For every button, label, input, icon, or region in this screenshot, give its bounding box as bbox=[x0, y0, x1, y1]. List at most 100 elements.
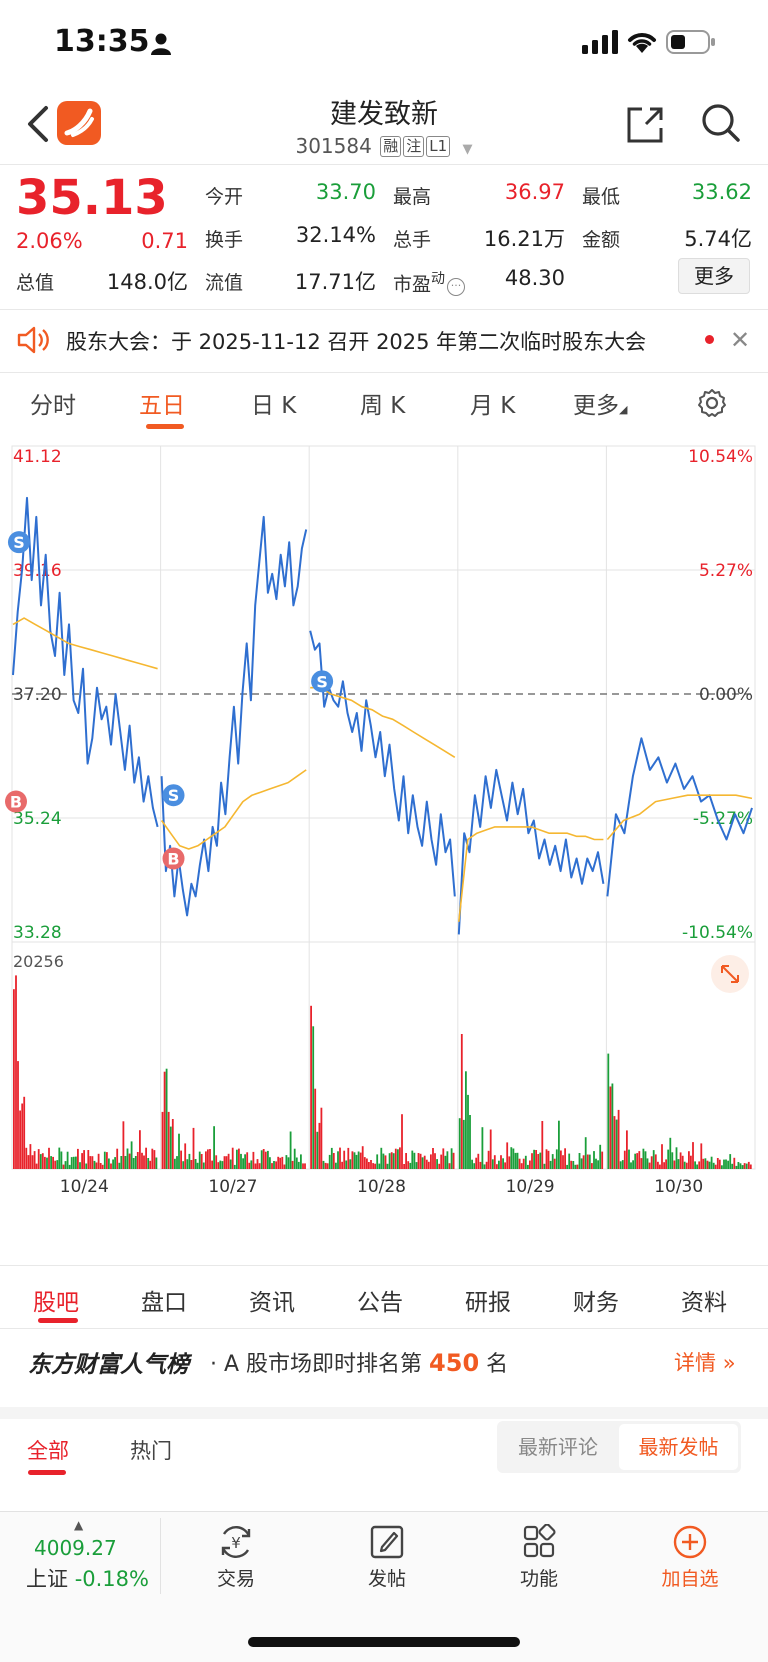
trade-button[interactable]: ¥ 交易 bbox=[176, 1524, 296, 1591]
volume-bar bbox=[106, 1152, 108, 1169]
search-icon[interactable] bbox=[700, 102, 742, 144]
sort-latest-post[interactable]: 最新发帖 bbox=[619, 1424, 738, 1470]
volume-bar bbox=[48, 1147, 50, 1169]
volume-bar bbox=[357, 1151, 360, 1169]
volume-bar bbox=[99, 1163, 102, 1169]
add-watchlist-label: 加自选 bbox=[661, 1568, 719, 1590]
volume-bar bbox=[467, 1094, 469, 1169]
volume-bar bbox=[217, 1162, 220, 1169]
index-name[interactable]: 上证 -0.18% bbox=[26, 1563, 149, 1593]
tab-order-book[interactable]: 盘口 bbox=[141, 1290, 187, 1316]
volume-bar bbox=[161, 1111, 164, 1169]
tab-more[interactable]: 更多◢ bbox=[573, 386, 627, 420]
volume-bar bbox=[520, 1163, 523, 1169]
volume-bar bbox=[694, 1161, 696, 1169]
gear-icon[interactable] bbox=[697, 388, 727, 418]
feed-tab-all[interactable]: 全部 bbox=[27, 1439, 69, 1463]
volume-bar bbox=[324, 1162, 327, 1169]
share-icon[interactable] bbox=[624, 104, 666, 146]
more-quote-button[interactable]: 更多 bbox=[678, 258, 750, 294]
volume-bar bbox=[75, 1156, 77, 1169]
back-icon[interactable] bbox=[20, 100, 60, 148]
y-right-tick-label: -5.27% bbox=[693, 809, 753, 829]
volume-bar bbox=[25, 1147, 28, 1169]
unread-dot bbox=[705, 335, 714, 344]
volume-bar bbox=[221, 1161, 224, 1169]
add-watchlist-button[interactable]: 加自选 bbox=[630, 1524, 750, 1591]
volume-bar bbox=[153, 1150, 156, 1169]
tab-intraday[interactable]: 分时 bbox=[30, 393, 76, 419]
volume-bar bbox=[539, 1152, 542, 1169]
quote-value-low: 33.62 bbox=[691, 180, 752, 204]
tab-weekly-k[interactable]: 周 K bbox=[360, 393, 406, 419]
tab-daily-k[interactable]: 日 K bbox=[251, 393, 297, 419]
volume-bar bbox=[351, 1151, 354, 1169]
compose-button[interactable]: 发帖 bbox=[327, 1524, 447, 1591]
stock-code-row[interactable]: 301584 融注 L1 ▼ bbox=[0, 134, 768, 158]
volume-bar bbox=[397, 1149, 399, 1169]
volume-bar bbox=[56, 1160, 59, 1169]
tab-research[interactable]: 研报 bbox=[465, 1290, 511, 1316]
quote-label-low: 最低 bbox=[582, 186, 621, 208]
volume-bar bbox=[518, 1158, 521, 1169]
volume-bar bbox=[366, 1158, 368, 1169]
sort-latest-comment[interactable]: 最新评论 bbox=[518, 1435, 598, 1459]
volume-bar bbox=[58, 1147, 61, 1169]
volume-bar bbox=[696, 1164, 698, 1169]
sell-marker bbox=[311, 670, 334, 693]
quote-label-pe[interactable]: 市盈动 ··· bbox=[393, 268, 466, 297]
home-indicator bbox=[248, 1637, 520, 1647]
volume-bar bbox=[555, 1149, 558, 1169]
volume-bar bbox=[372, 1163, 374, 1169]
volume-bar bbox=[384, 1155, 387, 1169]
volume-bar bbox=[623, 1150, 626, 1169]
volume-bar bbox=[320, 1107, 323, 1169]
volume-bar bbox=[271, 1163, 273, 1169]
volume-bar bbox=[702, 1158, 705, 1169]
feed-tab-hot[interactable]: 热门 bbox=[130, 1439, 172, 1463]
volume-bar bbox=[508, 1156, 511, 1169]
volume-bar bbox=[200, 1154, 203, 1169]
price-line bbox=[309, 630, 456, 897]
close-icon[interactable]: ✕ bbox=[730, 326, 751, 354]
volume-bar bbox=[531, 1153, 533, 1169]
tab-guba[interactable]: 股吧 bbox=[33, 1290, 79, 1316]
tab-profile[interactable]: 资料 bbox=[681, 1290, 727, 1316]
tab-finance[interactable]: 财务 bbox=[573, 1290, 619, 1316]
volume-bar bbox=[174, 1158, 176, 1169]
volume-bar bbox=[361, 1146, 364, 1169]
volume-bar bbox=[171, 1119, 174, 1169]
five-day-chart[interactable]: 41.12 39.16 37.20 35.24 33.28 10.54% 5.27% 0.00… bbox=[0, 434, 768, 1256]
apps-button[interactable]: 功能 bbox=[479, 1523, 599, 1591]
volume-bar bbox=[207, 1149, 209, 1169]
volume-bar bbox=[145, 1147, 147, 1169]
info-icon[interactable]: ··· bbox=[447, 278, 466, 297]
volume-bar bbox=[659, 1164, 661, 1169]
volume-bar bbox=[595, 1158, 597, 1169]
notice-text[interactable]: 股东大会：于 2025-11-12 召开 2025 年第二次临时股东大会 bbox=[66, 330, 647, 354]
volume-bar bbox=[607, 1053, 610, 1169]
volume-bar bbox=[382, 1153, 385, 1169]
volume-bar bbox=[186, 1159, 189, 1169]
volume-bar bbox=[37, 1149, 40, 1169]
rank-detail-link[interactable]: 详情 » bbox=[674, 1347, 736, 1377]
quote-label-amount: 金额 bbox=[582, 229, 621, 251]
volume-bar bbox=[745, 1163, 748, 1169]
volume-bar bbox=[657, 1161, 659, 1169]
tab-news[interactable]: 资讯 bbox=[249, 1290, 295, 1316]
volume-bar bbox=[576, 1164, 579, 1169]
divider bbox=[0, 372, 768, 373]
tab-announcements[interactable]: 公告 bbox=[357, 1290, 403, 1316]
tab-five-day[interactable]: 五日 bbox=[139, 393, 185, 419]
volume-bar bbox=[244, 1154, 246, 1169]
volume-bar bbox=[41, 1153, 44, 1169]
tab-underline bbox=[28, 1470, 66, 1475]
volume-bar bbox=[436, 1159, 438, 1169]
tab-monthly-k[interactable]: 月 K bbox=[470, 393, 516, 419]
tag-level1: L1 bbox=[426, 136, 451, 157]
volume-bar bbox=[359, 1152, 362, 1169]
index-value[interactable]: 4009.27 bbox=[34, 1536, 117, 1560]
volume-bar bbox=[19, 1110, 21, 1169]
volume-bar bbox=[219, 1160, 222, 1169]
pe-label: 市盈 bbox=[393, 273, 432, 296]
